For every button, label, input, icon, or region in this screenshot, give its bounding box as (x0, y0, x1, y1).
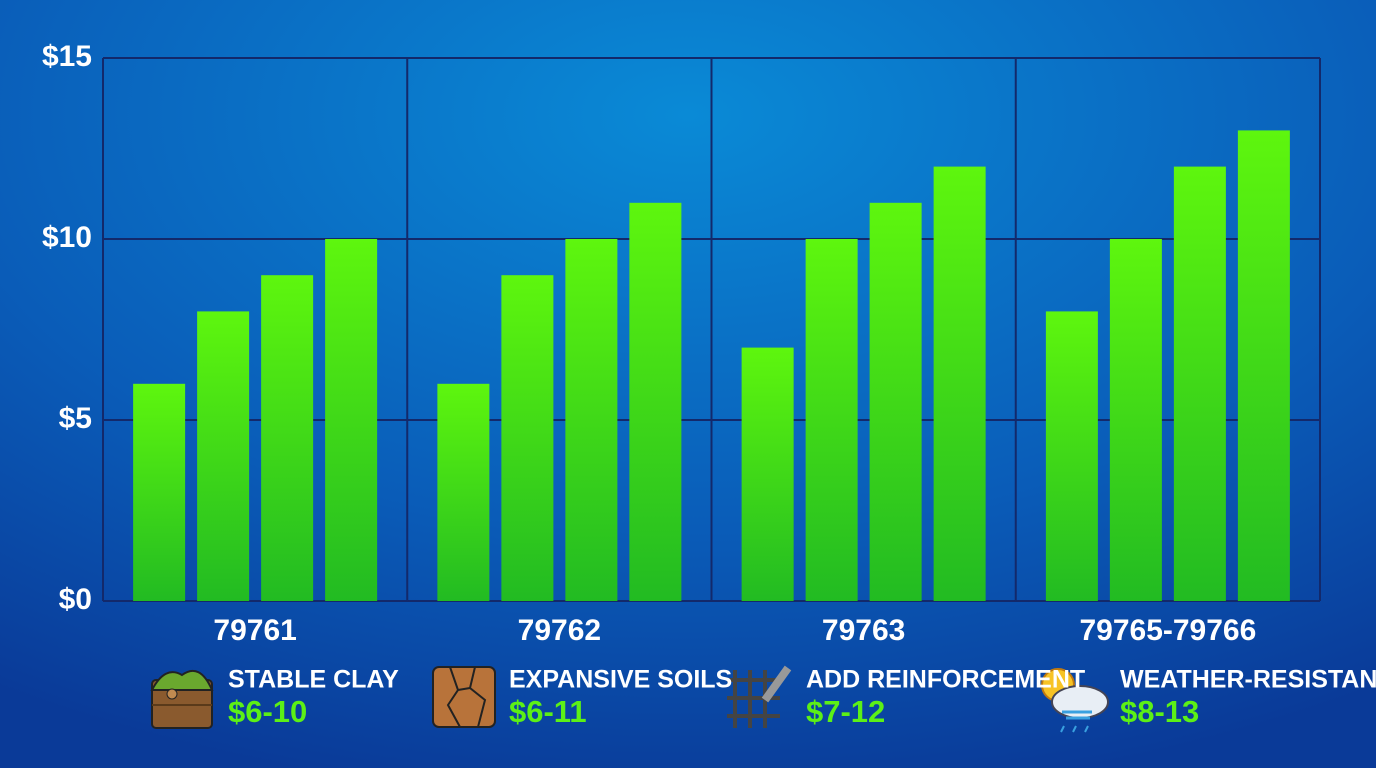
bar (501, 275, 554, 601)
bar (261, 275, 314, 601)
x-tick-label: 79762 (518, 614, 601, 647)
bar (805, 239, 858, 601)
bar (437, 383, 490, 601)
weather-icon (1041, 668, 1109, 733)
annotation-range: $7-12 (806, 694, 885, 729)
y-tick-label: $0 (59, 583, 92, 616)
rebar-icon (727, 665, 792, 728)
annotation-label: EXPANSIVE SOILS (509, 666, 732, 694)
soil-icon (432, 666, 496, 728)
bar (197, 311, 250, 601)
annotation-label: ADD REINFORCEMENT (806, 666, 1085, 694)
x-tick-label: 79761 (213, 614, 296, 647)
annotation-range: $6-11 (509, 694, 587, 729)
bar (1173, 166, 1226, 601)
bar (933, 166, 986, 601)
bar (741, 347, 794, 601)
y-tick-label: $5 (59, 402, 92, 435)
bar (1237, 130, 1290, 601)
annotation-label: WEATHER-RESISTANT (1120, 666, 1376, 694)
x-tick-label: 79765-79766 (1079, 614, 1256, 647)
bar (629, 202, 682, 602)
clay-icon (150, 670, 214, 729)
y-tick-label: $15 (42, 40, 92, 73)
bar (1045, 311, 1098, 601)
annotation-range: $6-10 (228, 694, 307, 729)
bar (1109, 239, 1162, 601)
annotation-label: STABLE CLAY (228, 666, 399, 694)
annotation-range: $8-13 (1120, 694, 1199, 729)
bar (325, 239, 378, 601)
bar (133, 383, 186, 601)
x-tick-label: 79763 (822, 614, 905, 647)
bar (869, 202, 922, 602)
y-tick-label: $10 (42, 221, 92, 254)
bar (565, 239, 618, 601)
